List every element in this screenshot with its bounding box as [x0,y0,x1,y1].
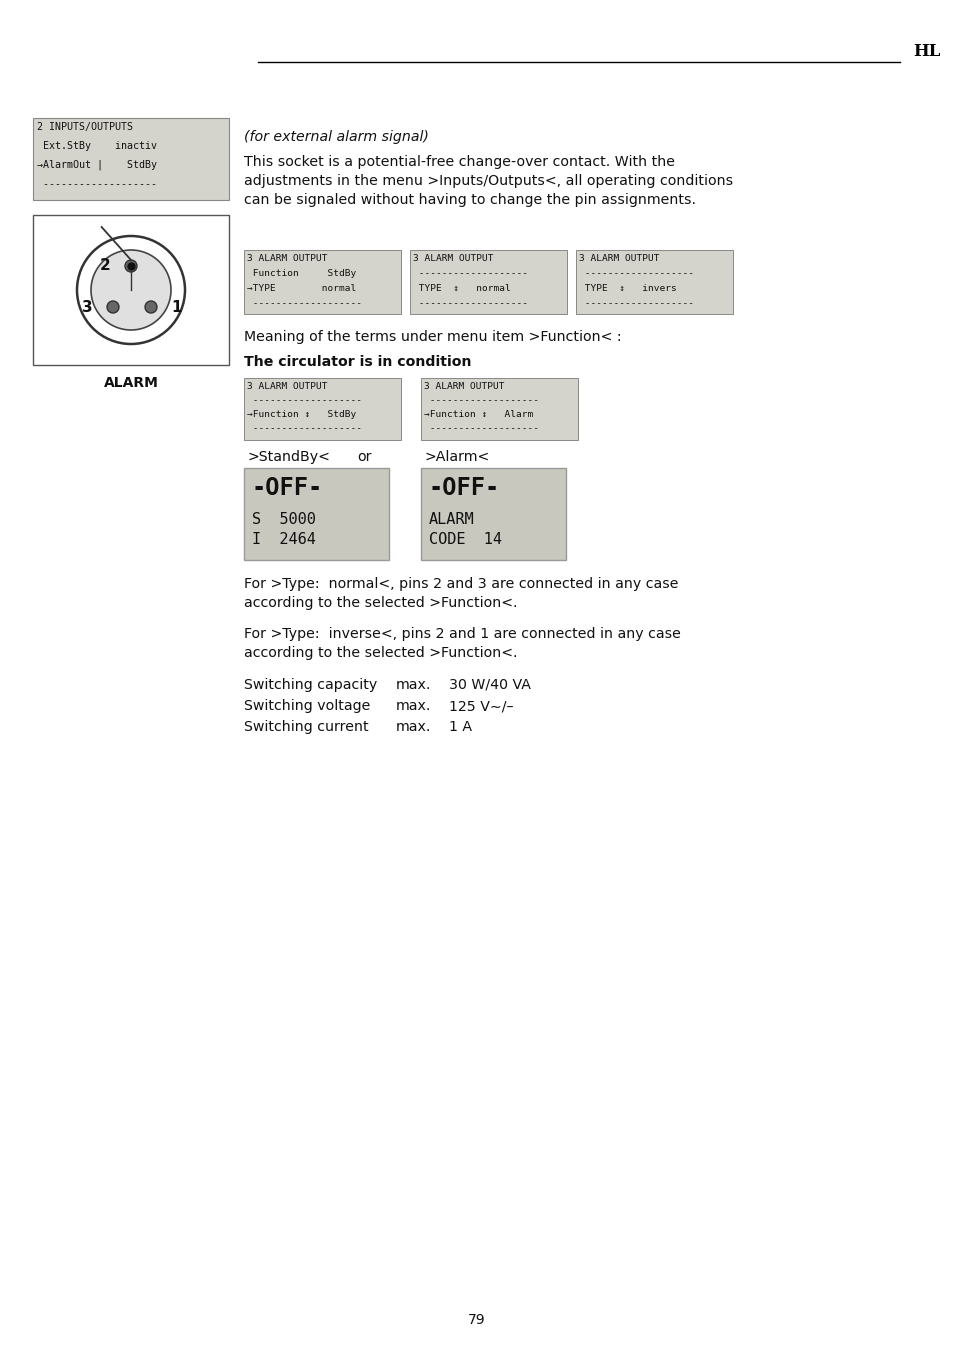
Text: 3 ALARM OUTPUT: 3 ALARM OUTPUT [247,254,327,263]
Text: HL: HL [912,43,940,61]
Text: 3 ALARM OUTPUT: 3 ALARM OUTPUT [578,254,659,263]
Text: max.: max. [395,678,431,692]
Text: -------------------: ------------------- [423,424,538,434]
Text: →AlarmOut |    StdBy: →AlarmOut | StdBy [37,159,157,170]
Text: max.: max. [395,720,431,734]
Text: 1 A: 1 A [449,720,472,734]
Text: -------------------: ------------------- [578,299,693,308]
Text: -------------------: ------------------- [247,396,361,405]
Bar [244,467,389,561]
Text: -OFF-: -OFF- [429,476,499,500]
Text: can be signaled without having to change the pin assignments.: can be signaled without having to change… [244,193,696,207]
Text: -------------------: ------------------- [413,299,527,308]
Text: 125 V∼/–: 125 V∼/– [449,698,513,713]
Text: max.: max. [395,698,431,713]
Text: -------------------: ------------------- [423,396,538,405]
Text: The circulator is in condition: The circulator is in condition [244,355,471,369]
Circle shape [145,301,157,313]
Circle shape [77,236,185,345]
Text: 3 ALARM OUTPUT: 3 ALARM OUTPUT [413,254,493,263]
Text: or: or [356,450,371,463]
Text: -------------------: ------------------- [247,299,361,308]
Circle shape [125,259,137,272]
Text: 3: 3 [82,300,92,315]
Text: according to the selected >Function<.: according to the selected >Function<. [244,596,517,611]
Text: TYPE  ↕   invers: TYPE ↕ invers [578,284,676,293]
Text: 79: 79 [468,1313,485,1327]
Bar [420,378,578,440]
Text: according to the selected >Function<.: according to the selected >Function<. [244,646,517,661]
Text: 30 W/40 VA: 30 W/40 VA [449,678,530,692]
Text: TYPE  ↕   normal: TYPE ↕ normal [413,284,510,293]
Text: Switching capacity: Switching capacity [244,678,376,692]
Text: I  2464: I 2464 [252,532,315,547]
Bar [33,118,229,200]
Text: Function     StdBy: Function StdBy [247,269,355,278]
Text: →Function ↕   Alarm: →Function ↕ Alarm [423,409,533,419]
Text: 1: 1 [171,300,181,315]
Bar [244,250,400,313]
Text: Switching current: Switching current [244,720,368,734]
Bar [420,467,565,561]
Text: -------------------: ------------------- [247,424,361,434]
Text: adjustments in the menu >Inputs/Outputs<, all operating conditions: adjustments in the menu >Inputs/Outputs<… [244,174,732,188]
Text: 2 INPUTS/OUTPUTS: 2 INPUTS/OUTPUTS [37,122,132,132]
Text: 3 ALARM OUTPUT: 3 ALARM OUTPUT [247,382,327,390]
Text: -------------------: ------------------- [413,269,527,278]
Bar [33,215,229,365]
Text: >Alarm<: >Alarm< [424,450,490,463]
Text: Meaning of the terms under menu item >Function< :: Meaning of the terms under menu item >Fu… [244,330,621,345]
Circle shape [107,301,119,313]
Text: ALARM: ALARM [104,376,158,390]
Text: S  5000: S 5000 [252,512,315,527]
Text: →Function ↕   StdBy: →Function ↕ StdBy [247,409,355,419]
Bar [576,250,732,313]
Text: →TYPE        normal: →TYPE normal [247,284,355,293]
Text: CODE  14: CODE 14 [429,532,501,547]
Text: For >Type:  normal<, pins 2 and 3 are connected in any case: For >Type: normal<, pins 2 and 3 are con… [244,577,678,590]
Text: (for external alarm signal): (for external alarm signal) [244,130,429,145]
Text: Ext.StBy    inactiv: Ext.StBy inactiv [37,141,157,151]
Text: >StandBy<: >StandBy< [248,450,331,463]
Text: -OFF-: -OFF- [252,476,323,500]
Text: -------------------: ------------------- [578,269,693,278]
Bar [410,250,566,313]
Text: ALARM: ALARM [429,512,475,527]
Bar [244,378,400,440]
Text: Switching voltage: Switching voltage [244,698,370,713]
Text: 3 ALARM OUTPUT: 3 ALARM OUTPUT [423,382,504,390]
Text: 2: 2 [100,258,111,273]
Text: -------------------: ------------------- [37,178,157,189]
Text: For >Type:  inverse<, pins 2 and 1 are connected in any case: For >Type: inverse<, pins 2 and 1 are co… [244,627,680,640]
Text: This socket is a potential-free change-over contact. With the: This socket is a potential-free change-o… [244,155,675,169]
Circle shape [91,250,171,330]
